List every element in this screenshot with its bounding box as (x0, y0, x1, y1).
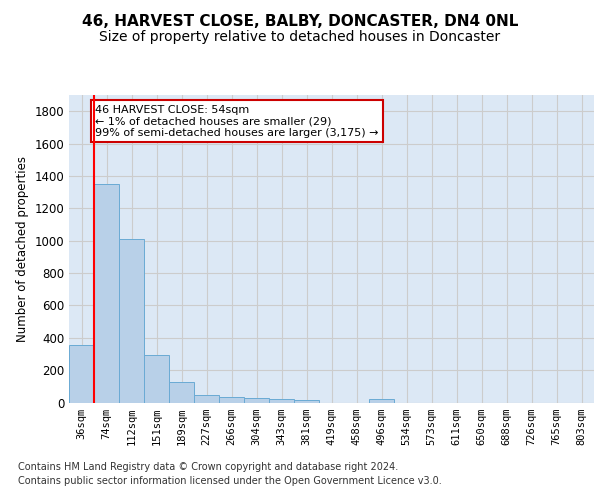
Bar (294, 400, 319, 402)
Text: Contains public sector information licensed under the Open Government Licence v3: Contains public sector information licen… (18, 476, 442, 486)
Bar (144, 355, 169, 403)
Text: 46, HARVEST CLOSE, BALBY, DONCASTER, DN4 0NL: 46, HARVEST CLOSE, BALBY, DONCASTER, DN4… (82, 14, 518, 29)
Bar (119, 239, 144, 402)
Text: Size of property relative to detached houses in Doncaster: Size of property relative to detached ho… (100, 30, 500, 44)
Bar (369, 400, 394, 402)
Bar (169, 382, 194, 402)
Bar (94, 184, 119, 402)
Bar (269, 399, 294, 402)
Y-axis label: Number of detached properties: Number of detached properties (16, 156, 29, 342)
Bar (69, 345, 94, 403)
Bar (244, 398, 269, 402)
Bar (194, 395, 219, 402)
Bar (219, 397, 244, 402)
Text: Contains HM Land Registry data © Crown copyright and database right 2024.: Contains HM Land Registry data © Crown c… (18, 462, 398, 472)
Text: 46 HARVEST CLOSE: 54sqm
← 1% of detached houses are smaller (29)
99% of semi-det: 46 HARVEST CLOSE: 54sqm ← 1% of detached… (95, 104, 379, 138)
